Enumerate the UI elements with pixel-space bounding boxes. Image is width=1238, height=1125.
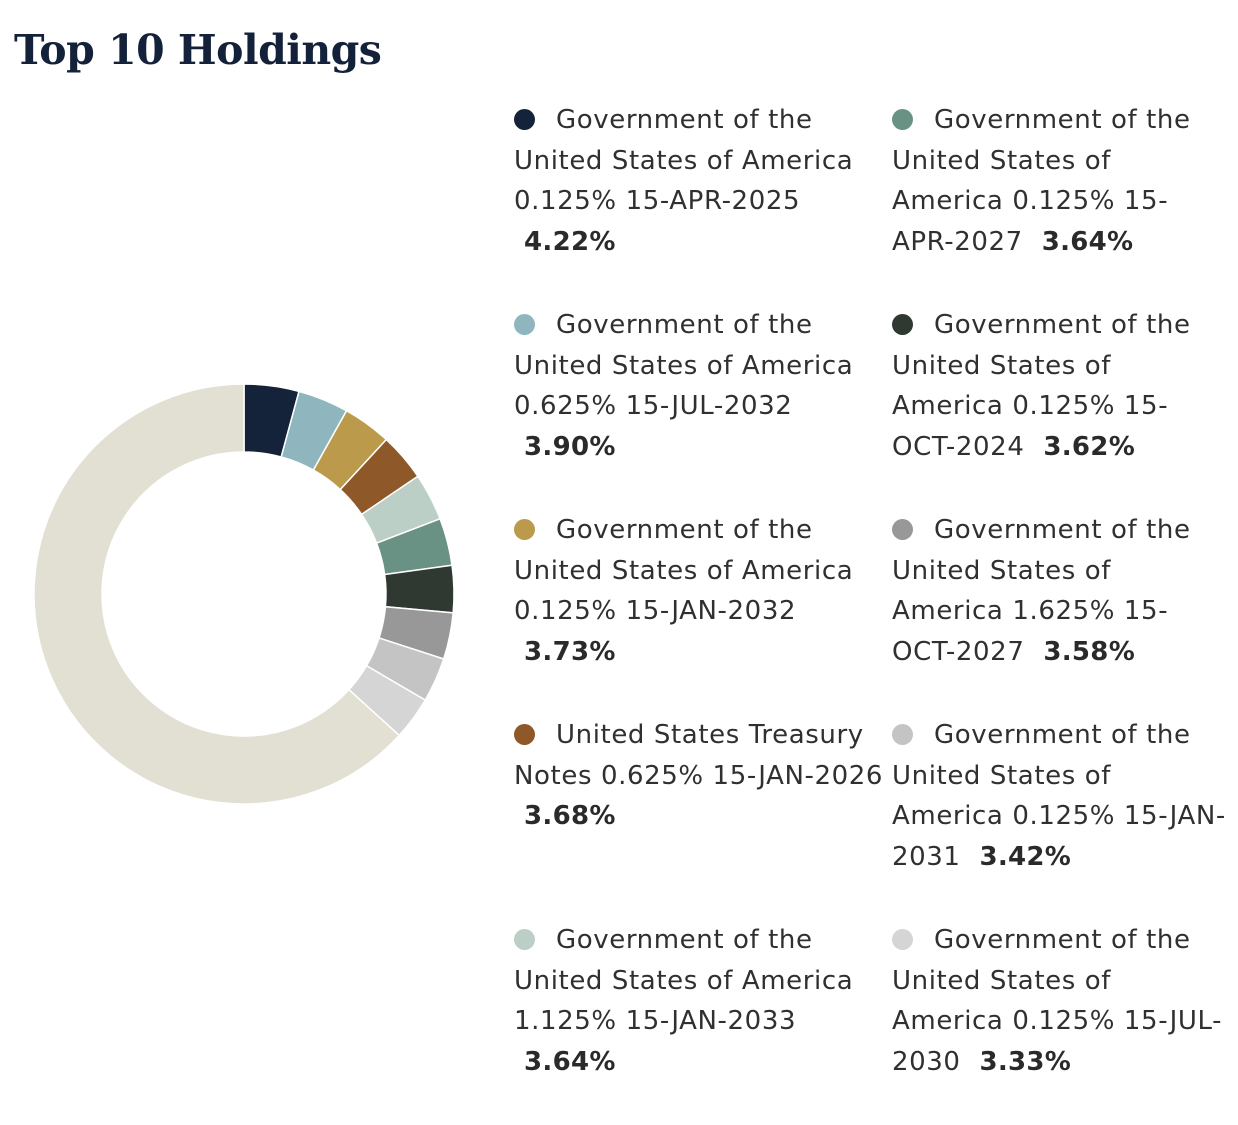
legend-item[interactable]: Government of the United States of Ameri… (514, 305, 892, 510)
legend-item[interactable]: Government of the United States of Ameri… (514, 920, 892, 1125)
legend-label: Government of the United States of Ameri… (892, 720, 1226, 872)
legend-swatch (514, 519, 535, 540)
legend-item[interactable]: Government of the United States of Ameri… (892, 510, 1226, 715)
legend-item[interactable]: United States Treasury Notes 0.625% 15-J… (514, 715, 892, 920)
legend-label: United States Treasury Notes 0.625% 15-J… (514, 720, 884, 791)
page-title: Top 10 Holdings (14, 26, 382, 74)
donut-slice-other[interactable] (33, 383, 401, 805)
legend-value: 3.33% (979, 1046, 1072, 1077)
legend-value: 3.68% (524, 801, 616, 831)
legend-swatch (514, 109, 535, 130)
legend-label: Government of the United States of Ameri… (892, 310, 1191, 462)
legend-label: Government of the United States of Ameri… (514, 310, 854, 421)
legend-label: Government of the United States of Ameri… (514, 515, 854, 626)
legend-swatch (514, 314, 535, 335)
legend-value: 3.90% (524, 431, 616, 462)
legend-swatch (892, 109, 913, 130)
legend-item[interactable]: Government of the United States of Ameri… (514, 510, 892, 715)
legend-label: Government of the United States of Ameri… (514, 105, 854, 216)
legend-item[interactable]: Government of the United States of Ameri… (514, 100, 892, 305)
donut-chart (33, 383, 455, 805)
legend-value: 3.64% (524, 1046, 616, 1077)
legend-label: Government of the United States of Ameri… (514, 925, 854, 1036)
legend-label: Government of the United States of Ameri… (892, 925, 1223, 1077)
legend-swatch (514, 724, 535, 745)
legend-value: 3.42% (979, 841, 1072, 872)
legend-swatch (892, 724, 913, 745)
legend-swatch (892, 929, 913, 950)
legend-swatch (892, 314, 913, 335)
legend-item[interactable]: Government of the United States of Ameri… (892, 920, 1226, 1125)
legend-item[interactable]: Government of the United States of Ameri… (892, 715, 1226, 920)
legend-value: 3.73% (524, 636, 616, 667)
legend-swatch (514, 929, 535, 950)
legend-label: Government of the United States of Ameri… (892, 105, 1191, 257)
legend-item[interactable]: Government of the United States of Ameri… (892, 305, 1226, 510)
legend-item[interactable]: Government of the United States of Ameri… (892, 100, 1226, 305)
legend-label: Government of the United States of Ameri… (892, 515, 1191, 667)
legend-value: 3.58% (1043, 636, 1136, 667)
legend-swatch (892, 519, 913, 540)
donut-slice[interactable] (383, 564, 455, 614)
legend-value: 4.22% (524, 226, 616, 257)
chart-legend: Government of the United States of Ameri… (514, 100, 1226, 1125)
legend-value: 3.64% (1041, 226, 1134, 257)
legend-value: 3.62% (1043, 431, 1136, 462)
